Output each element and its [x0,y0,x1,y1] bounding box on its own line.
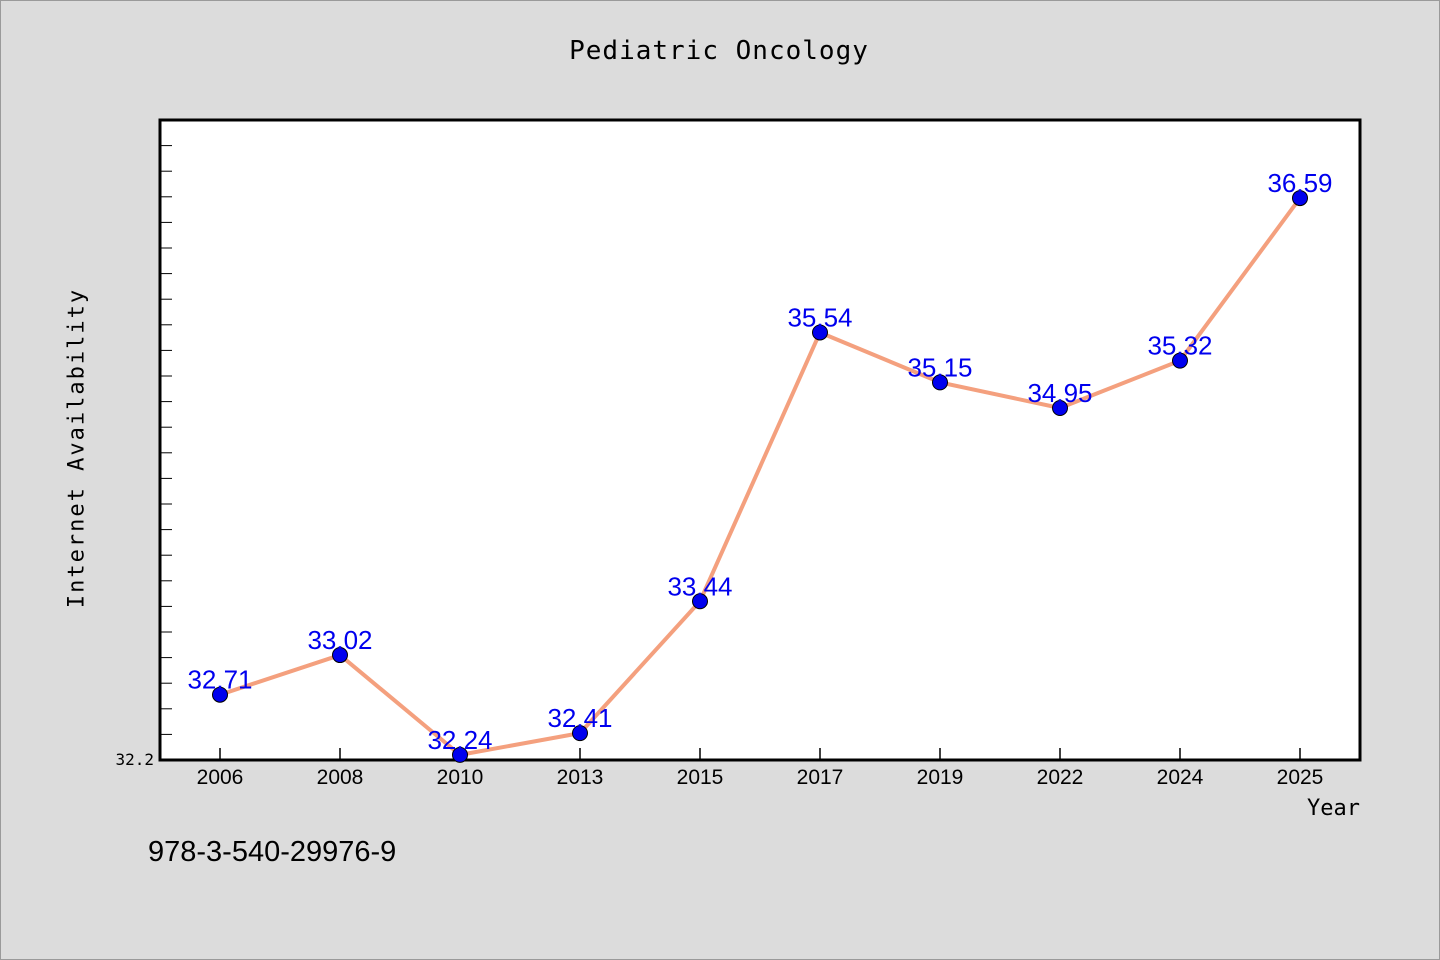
x-tick-label: 2010 [437,766,484,789]
data-label: 36.59 [1267,168,1332,198]
x-tick-label: 2013 [557,766,604,789]
data-point [812,324,828,341]
isbn-text: 978-3-540-29976-9 [148,836,397,868]
data-label: 32.24 [427,725,492,755]
x-tick-label: 2019 [917,766,964,789]
data-label: 35.15 [907,352,972,382]
x-tick-label: 2006 [197,766,244,789]
data-label: 35.54 [787,302,852,332]
x-tick-label: 2025 [1277,766,1324,789]
x-tick-label: 2022 [1037,766,1084,789]
y-min-tick-label: 32.2 [115,750,154,769]
data-label: 34.95 [1027,378,1092,408]
plot-area [158,118,1362,762]
chart-title: Pediatric Oncology [569,36,869,66]
data-point [452,746,468,763]
x-tick-label: 2024 [1157,766,1204,789]
x-axis-label: Year [1307,796,1360,821]
x-tick-label: 2017 [797,766,844,789]
data-label: 32.41 [547,703,612,733]
x-tick-label: 2008 [317,766,364,789]
data-label: 33.02 [307,625,372,655]
data-label: 33.44 [667,571,732,601]
data-point [692,593,708,610]
data-point [1052,400,1068,416]
data-label: 35.32 [1147,331,1212,361]
data-label: 32.71 [187,665,252,695]
data-point [332,647,348,664]
data-point [572,725,588,742]
data-point [212,686,228,703]
data-point [1292,190,1308,207]
x-tick-label: 2015 [677,766,724,789]
data-point [1172,352,1188,369]
data-point [932,374,948,391]
series-line [219,196,1302,757]
